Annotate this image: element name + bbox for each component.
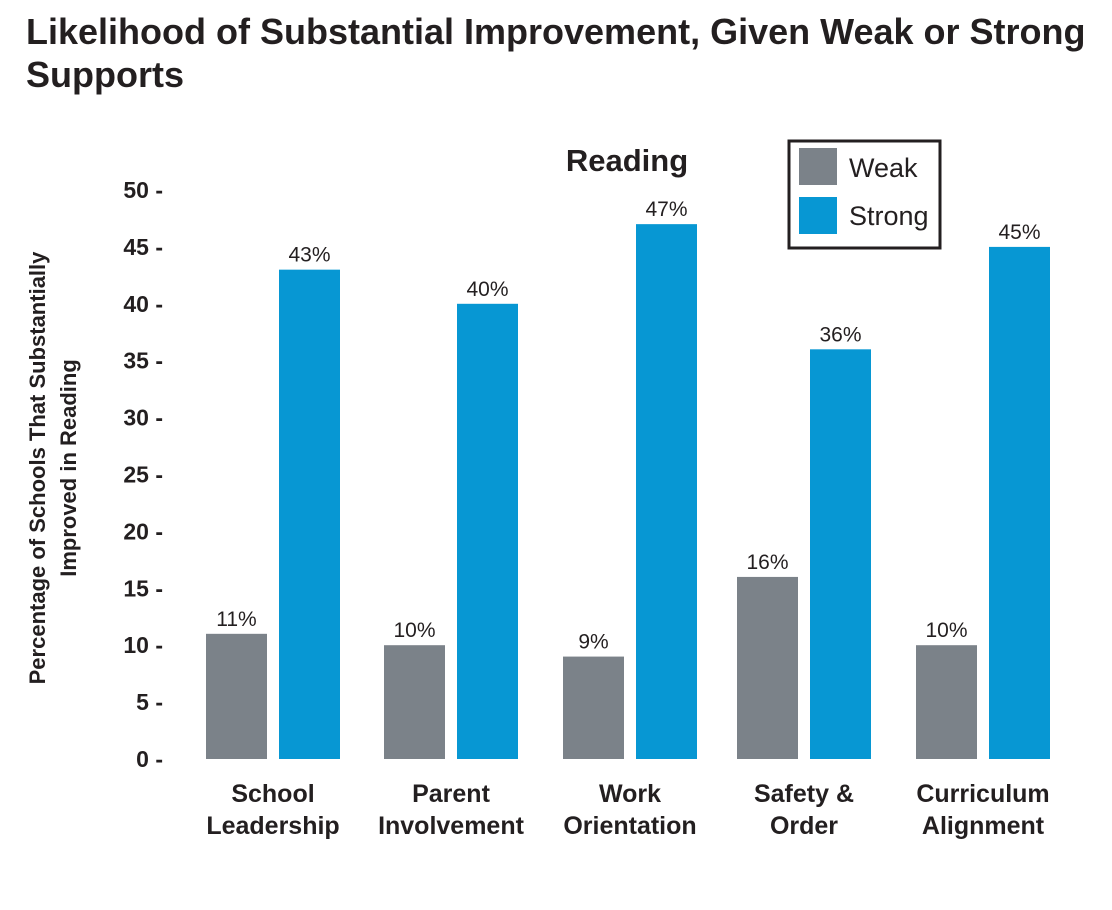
data-label: 40% (466, 278, 508, 301)
x-tick-label: Work (599, 780, 661, 808)
x-tick-label: Orientation (563, 812, 696, 840)
y-tick-label: 40 - (123, 291, 163, 317)
bar-strong (636, 224, 697, 759)
bar-weak (737, 576, 798, 759)
y-axis-label: Percentage of Schools That Substantially… (25, 251, 81, 685)
bar-strong (989, 246, 1050, 759)
data-label: 47% (645, 198, 687, 221)
y-tick-label: 25 - (123, 462, 163, 488)
x-tick-label: Leadership (206, 812, 339, 840)
data-label: 9% (578, 631, 608, 654)
bar-weak (206, 633, 267, 759)
y-tick-label: 15 - (123, 575, 163, 601)
y-tick-label: 20 - (123, 518, 163, 544)
y-tick-label: 35 - (123, 348, 163, 374)
data-label: 43% (288, 244, 330, 267)
chart-subtitle: Reading (566, 143, 688, 178)
bar-strong (279, 269, 340, 759)
y-tick-label: 30 - (123, 405, 163, 431)
y-tick-label: 50 - (123, 177, 163, 203)
data-label: 45% (998, 221, 1040, 244)
y-tick-label: 10 - (123, 632, 163, 658)
data-label: 10% (925, 619, 967, 642)
data-label: 36% (819, 323, 861, 346)
x-tick-label: Safety & (754, 780, 854, 808)
bar-weak (563, 656, 624, 759)
chart-title: Likelihood of Substantial Improvement, G… (26, 11, 1086, 95)
bar-strong (457, 303, 518, 759)
legend-swatch-strong (799, 197, 837, 234)
x-tick-label: Parent (412, 780, 490, 808)
x-tick-label: Order (770, 812, 838, 840)
y-tick-label: 5 - (136, 689, 163, 715)
x-tick-label: Curriculum (916, 780, 1049, 808)
x-tick-label: Alignment (922, 812, 1045, 840)
legend-label: Strong (849, 201, 929, 231)
data-label: 11% (216, 608, 256, 631)
data-label: 10% (393, 619, 435, 642)
x-tick-label: School (231, 780, 314, 808)
bar-strong (810, 349, 871, 759)
y-tick-label: 0 - (136, 746, 163, 772)
data-label: 16% (746, 551, 788, 574)
bar-weak (916, 645, 977, 759)
legend-label: Weak (849, 153, 918, 183)
y-tick-label: 45 - (123, 234, 163, 260)
x-tick-label: Involvement (378, 812, 525, 840)
bar-weak (384, 645, 445, 759)
legend-swatch-weak (799, 148, 837, 185)
